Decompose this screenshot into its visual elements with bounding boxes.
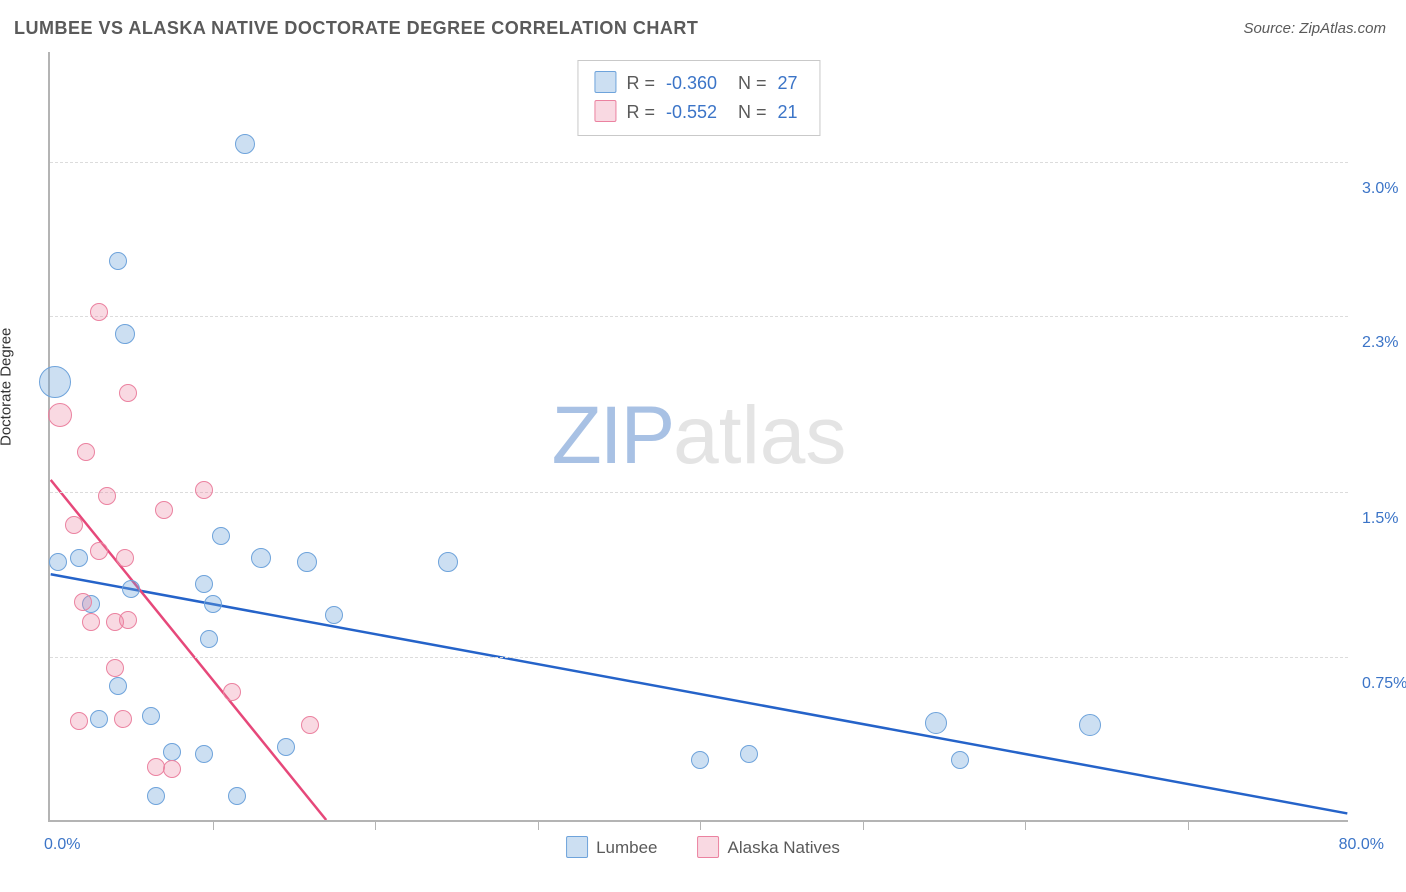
data-point <box>195 575 213 593</box>
data-point <box>90 303 108 321</box>
y-tick-label: 0.75% <box>1362 675 1406 693</box>
data-point <box>114 710 132 728</box>
data-point <box>951 751 969 769</box>
scatter-plot: ZIPatlas R = -0.360 N = 27R = -0.552 N =… <box>48 52 1348 822</box>
legend-item-lumbee: Lumbee <box>566 836 657 858</box>
stat-row: R = -0.552 N = 21 <box>594 98 803 127</box>
x-tick <box>700 820 701 830</box>
data-point <box>235 134 255 154</box>
data-point <box>147 758 165 776</box>
data-point <box>115 324 135 344</box>
data-point <box>228 787 246 805</box>
watermark: ZIPatlas <box>552 389 847 483</box>
y-tick-label: 3.0% <box>1362 180 1398 198</box>
data-point <box>119 611 137 629</box>
data-point <box>740 745 758 763</box>
legend-item-alaska: Alaska Natives <box>698 836 840 858</box>
data-point <box>925 712 947 734</box>
data-point <box>691 751 709 769</box>
data-point <box>155 501 173 519</box>
data-point <box>70 549 88 567</box>
data-point <box>200 630 218 648</box>
data-point <box>106 659 124 677</box>
data-point <box>195 481 213 499</box>
x-axis-min-label: 0.0% <box>44 836 80 854</box>
legend-swatch-blue <box>566 836 588 858</box>
data-point <box>163 760 181 778</box>
data-point <box>70 712 88 730</box>
gridline <box>50 316 1348 317</box>
data-point <box>142 707 160 725</box>
data-point <box>122 580 140 598</box>
y-tick-label: 1.5% <box>1362 510 1398 528</box>
data-point <box>147 787 165 805</box>
stat-row: R = -0.360 N = 27 <box>594 69 803 98</box>
chart-title: LUMBEE VS ALASKA NATIVE DOCTORATE DEGREE… <box>14 18 698 39</box>
x-axis-max-label: 80.0% <box>1339 836 1384 854</box>
data-point <box>98 487 116 505</box>
data-point <box>49 553 67 571</box>
legend: Lumbee Alaska Natives <box>566 836 840 858</box>
gridline <box>50 162 1348 163</box>
data-point <box>163 743 181 761</box>
y-axis-label: Doctorate Degree <box>0 328 15 446</box>
data-point <box>223 683 241 701</box>
data-point <box>109 252 127 270</box>
data-point <box>90 710 108 728</box>
data-point <box>39 366 71 398</box>
x-tick <box>538 820 539 830</box>
data-point <box>195 745 213 763</box>
x-tick <box>375 820 376 830</box>
trend-lines <box>50 52 1348 820</box>
gridline <box>50 492 1348 493</box>
x-tick <box>863 820 864 830</box>
data-point <box>48 403 72 427</box>
x-tick <box>1188 820 1189 830</box>
x-tick <box>213 820 214 830</box>
data-point <box>77 443 95 461</box>
y-tick-label: 2.3% <box>1362 334 1398 352</box>
data-point <box>116 549 134 567</box>
data-point <box>325 606 343 624</box>
data-point <box>251 548 271 568</box>
correlation-stats-box: R = -0.360 N = 27R = -0.552 N = 21 <box>577 60 820 136</box>
data-point <box>109 677 127 695</box>
data-point <box>277 738 295 756</box>
data-point <box>438 552 458 572</box>
data-point <box>301 716 319 734</box>
data-point <box>74 593 92 611</box>
legend-swatch-pink <box>698 836 720 858</box>
source-label: Source: ZipAtlas.com <box>1243 20 1386 37</box>
data-point <box>1079 714 1101 736</box>
data-point <box>297 552 317 572</box>
data-point <box>65 516 83 534</box>
gridline <box>50 657 1348 658</box>
x-tick <box>1025 820 1026 830</box>
data-point <box>90 542 108 560</box>
data-point <box>212 527 230 545</box>
data-point <box>119 384 137 402</box>
data-point <box>204 595 222 613</box>
data-point <box>82 613 100 631</box>
